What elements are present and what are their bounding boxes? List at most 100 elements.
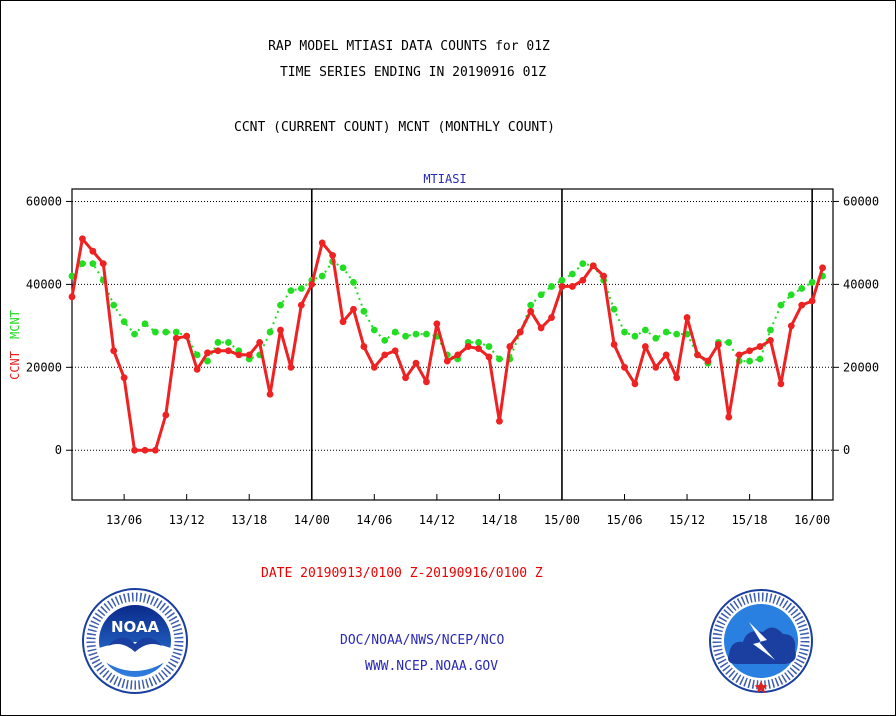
mcnt-point [548, 283, 555, 290]
plot-frame [71, 188, 834, 501]
ccnt-point [120, 374, 128, 382]
mcnt-point [558, 276, 566, 284]
ccnt-point [746, 347, 754, 355]
mcnt-point [746, 357, 754, 365]
ccnt-point [256, 339, 264, 346]
ccnt-point [475, 345, 482, 353]
noaa-logo-text: NOAA [111, 618, 160, 636]
chart-subtitle: CCNT (CURRENT COUNT) MCNT (MONTHLY COUNT… [234, 120, 555, 135]
y-tick-label-right: 60000 [843, 194, 879, 208]
ccnt-point [183, 332, 191, 340]
y-tick-label-left: 40000 [26, 277, 62, 291]
ccnt-point [662, 351, 670, 359]
ccnt-point [558, 283, 566, 290]
ccnt-point [318, 239, 326, 247]
mcnt-point [673, 330, 681, 338]
noaa-logo: NOAA [82, 588, 188, 694]
ccnt-point [141, 446, 149, 454]
mcnt-point [537, 291, 545, 299]
mcnt-point [621, 328, 628, 336]
ccnt-point [516, 328, 524, 336]
x-tick-label: 15/00 [544, 513, 580, 527]
mcnt-point [579, 260, 587, 268]
ccnt-point [767, 336, 774, 344]
ccnt-point [548, 314, 555, 321]
mcnt-point [808, 278, 816, 286]
x-tick-label: 14/18 [481, 513, 517, 527]
mcnt-point [610, 305, 618, 313]
ccnt-point [99, 260, 107, 268]
mcnt-point [193, 351, 201, 359]
ccnt-point [443, 357, 451, 365]
y-tick-label-right: 20000 [843, 360, 879, 374]
ccnt-point [266, 390, 274, 398]
ccnt-point [360, 343, 368, 350]
ccnt-point [735, 351, 743, 359]
ccnt-point [506, 343, 514, 350]
y-tick-label-right: 40000 [843, 277, 879, 291]
mcnt-point [224, 339, 232, 346]
mcnt-point [287, 287, 295, 294]
x-tick-label: 15/06 [606, 513, 642, 527]
x-tick-label: 15/18 [732, 513, 768, 527]
ccnt-point [589, 262, 597, 270]
ccnt-point [162, 411, 170, 419]
ccnt-point [339, 318, 347, 326]
x-tick-label: 14/00 [294, 513, 330, 527]
mcnt-point [798, 285, 806, 292]
mcnt-point [652, 334, 660, 342]
website-link[interactable]: WWW.NCEP.NOAA.GOV [365, 659, 499, 674]
mcnt-point [297, 285, 305, 292]
ccnt-point [68, 293, 76, 301]
ccnt-point [694, 351, 701, 359]
y-tick-label-left: 60000 [26, 194, 62, 208]
ccnt-point [652, 363, 660, 371]
ccnt-point [235, 351, 243, 359]
mcnt-point [350, 278, 357, 286]
ccnt-point [777, 380, 785, 388]
ccnt-point [204, 349, 211, 357]
mcnt-point [110, 301, 118, 309]
ccnt-point [798, 301, 806, 309]
ccnt-point [172, 334, 180, 342]
mcnt-point [214, 339, 222, 346]
agency-link[interactable]: DOC/NOAA/NWS/NCEP/NCO [340, 633, 505, 648]
ccnt-point [433, 320, 441, 328]
ccnt-point [568, 283, 576, 290]
ccnt-point [808, 297, 816, 305]
mcnt-point [79, 260, 86, 268]
mcnt-point [120, 318, 128, 326]
ccnt-point [391, 347, 399, 355]
ccnt-point [287, 363, 295, 371]
ccnt-point [464, 343, 472, 350]
mcnt-point [172, 328, 180, 336]
mcnt-point [339, 264, 347, 272]
ccnt-point [193, 365, 201, 373]
y-tick-label-left: 20000 [26, 360, 62, 374]
ccnt-series-line [70, 237, 825, 452]
ccnt-point [297, 301, 305, 309]
ccnt-point [641, 343, 649, 350]
ccnt-point [245, 351, 253, 359]
mcnt-point [204, 357, 211, 365]
mcnt-point [423, 330, 430, 338]
mcnt-point [631, 332, 639, 340]
ccnt-point [370, 363, 378, 371]
x-tick-label: 16/00 [794, 513, 830, 527]
mcnt-point [381, 336, 389, 344]
mcnt-point [662, 328, 670, 336]
x-tick-label: 14/12 [419, 513, 455, 527]
ccnt-point [600, 272, 608, 280]
mcnt-point [568, 270, 576, 278]
ccnt-point [350, 305, 357, 313]
x-tick-label: 13/06 [106, 513, 142, 527]
mcnt-point [141, 320, 149, 328]
y-tick-label-left: 0 [55, 443, 62, 457]
mcnt-point [475, 339, 482, 346]
mcnt-series-line [71, 260, 824, 365]
mcnt-point [318, 272, 326, 280]
ccnt-point [224, 347, 232, 355]
mcnt-point [277, 301, 284, 309]
chart-title-line-2: TIME SERIES ENDING IN 20190916 01Z [279, 65, 547, 80]
ccnt-point [527, 307, 535, 315]
